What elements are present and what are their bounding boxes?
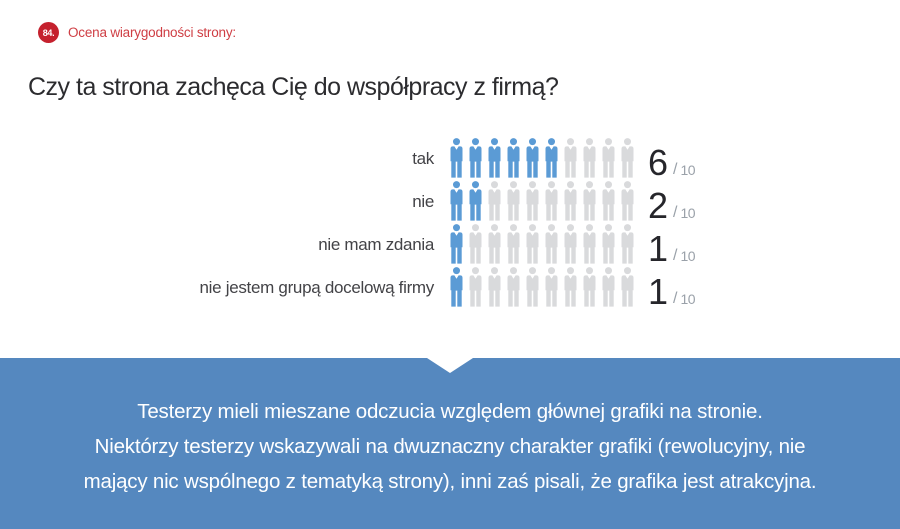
summary-line: mający nic wspólnego z tematyką strony),… (83, 470, 817, 493)
person-icon (621, 267, 634, 307)
summary-text: Testerzy mieli mieszane odczucia względe… (0, 394, 900, 499)
person-icon (507, 224, 520, 264)
row-count: 2 / 10 (648, 185, 696, 226)
person-icon (602, 138, 615, 178)
person-icon (469, 138, 482, 178)
person-icon (507, 138, 520, 178)
summary-line: Testerzy mieli mieszane odczucia względe… (137, 400, 763, 423)
count-total: 10 (680, 205, 696, 221)
person-icon (507, 181, 520, 221)
person-icon (507, 267, 520, 307)
count-separator: / (673, 161, 678, 178)
chart-row-tak: tak 6 / 10 (0, 135, 696, 183)
count-separator: / (673, 204, 678, 221)
person-icon (545, 138, 558, 178)
chart-row-nie-grupa-docelowa: nie jestem grupą docelową firmy 1 / 10 (0, 264, 696, 312)
count-value: 1 (648, 271, 668, 312)
person-icon (450, 267, 463, 307)
person-icon (488, 181, 501, 221)
row-icons (449, 224, 635, 264)
row-label: nie jestem grupą docelową firmy (199, 278, 435, 297)
person-icon (545, 181, 558, 221)
notch-triangle-icon (427, 358, 473, 373)
person-icon (450, 181, 463, 221)
person-icon (469, 267, 482, 307)
row-count: 1 / 10 (648, 271, 696, 312)
person-icon (526, 138, 539, 178)
person-icon (602, 224, 615, 264)
person-icon (450, 138, 463, 178)
person-icon (488, 224, 501, 264)
row-icons (449, 181, 635, 221)
person-icon (526, 224, 539, 264)
person-icon (583, 181, 596, 221)
question-header: 84. Ocena wiarygodności strony: (38, 22, 236, 43)
person-icon (545, 267, 558, 307)
summary-banner: Testerzy mieli mieszane odczucia względe… (0, 358, 900, 529)
person-icon (602, 267, 615, 307)
count-total: 10 (680, 162, 696, 178)
count-separator: / (673, 290, 678, 307)
chart-row-nie: nie 2 / 10 (0, 178, 696, 226)
question-category-label: Ocena wiarygodności strony: (68, 25, 236, 40)
person-icon (469, 224, 482, 264)
row-count: 6 / 10 (648, 142, 696, 183)
person-icon (602, 181, 615, 221)
person-icon (526, 181, 539, 221)
summary-line: Niektórzy testerzy wskazywali na dwuznac… (94, 435, 806, 458)
person-icon (583, 267, 596, 307)
person-icon (564, 267, 577, 307)
count-value: 2 (648, 185, 668, 226)
count-total: 10 (680, 291, 696, 307)
person-icon (545, 224, 558, 264)
row-label: nie mam zdania (318, 235, 434, 254)
person-icon (583, 138, 596, 178)
person-icon (621, 181, 634, 221)
person-icon (621, 138, 634, 178)
person-icon (450, 224, 463, 264)
count-value: 1 (648, 228, 668, 269)
row-label: nie (412, 192, 434, 211)
row-icons (449, 267, 635, 307)
page-title: Czy ta strona zachęca Cię do współpracy … (28, 72, 559, 101)
person-icon (488, 138, 501, 178)
row-label: tak (412, 149, 434, 168)
person-icon (564, 138, 577, 178)
person-icon (564, 224, 577, 264)
person-icon (469, 181, 482, 221)
question-number-badge: 84. (38, 22, 59, 43)
person-icon (488, 267, 501, 307)
count-separator: / (673, 247, 678, 264)
row-icons (449, 138, 635, 178)
person-icon (621, 224, 634, 264)
chart-row-nie-mam-zdania: nie mam zdania 1 / 10 (0, 221, 696, 269)
count-total: 10 (680, 248, 696, 264)
row-count: 1 / 10 (648, 228, 696, 269)
pictogram-chart: tak 6 / 10 nie 2 / 10 nie mam zdania 1 /… (0, 135, 696, 312)
person-icon (526, 267, 539, 307)
count-value: 6 (648, 142, 668, 183)
person-icon (583, 224, 596, 264)
person-icon (564, 181, 577, 221)
